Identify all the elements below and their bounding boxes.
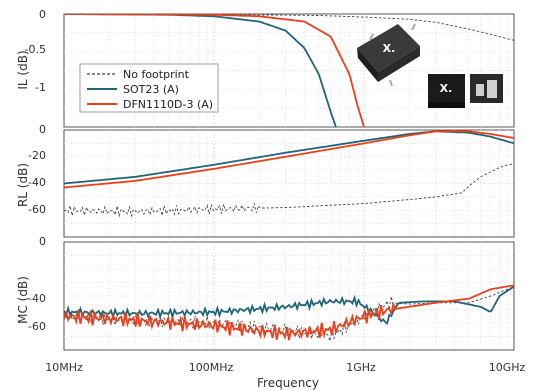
il-tick-neg1: -1 <box>35 81 46 94</box>
x-tick-10ghz: 10GHz <box>489 361 526 374</box>
series-dfn1110d-3-a-panel-1 <box>64 130 514 189</box>
legend-label-sot23: SOT23 (A) <box>123 83 179 96</box>
legend: No footprint SOT23 (A) DFN1110D-3 (A) <box>79 63 219 113</box>
y-tick-labels: 0 -0.5 -1 0 -20 -40 -60 0 -40 -60 <box>25 8 46 333</box>
x-axis-label: Frequency <box>257 376 319 390</box>
x-tick-100mhz: 100MHz <box>189 361 234 374</box>
mc-tick-neg40: -40 <box>28 292 46 305</box>
rl-tick-0: 0 <box>39 123 46 136</box>
svg-text:X.: X. <box>383 42 396 55</box>
series-dfn1110d-3-a-panel-2 <box>64 284 514 341</box>
rl-tick-neg20: -20 <box>28 149 46 162</box>
series-no-footprint-panel-1 <box>64 162 514 218</box>
rl-tick-neg60: -60 <box>28 203 46 216</box>
mc-tick-0: 0 <box>39 235 46 248</box>
x-tick-1ghz: 1GHz <box>346 361 376 374</box>
legend-label-no-footprint: No footprint <box>123 68 190 81</box>
series-sot23-a-panel-2 <box>64 285 514 325</box>
rl-tick-neg40: -40 <box>28 176 46 189</box>
il-axis-label: IL (dB) <box>16 50 30 89</box>
mc-axis-label: MC (dB) <box>16 276 30 324</box>
series-dfn1110d-3-a-panel-0 <box>64 14 365 127</box>
il-tick-neg0-5: -0.5 <box>25 43 46 56</box>
il-tick-0: 0 <box>39 8 46 21</box>
legend-label-dfn1110d-3: DFN1110D-3 (A) <box>123 98 213 111</box>
mc-tick-neg60: -60 <box>28 320 46 333</box>
svg-text:X.: X. <box>440 82 453 95</box>
dfn1110d-3-package-image: X. <box>428 74 503 108</box>
series-lines <box>64 14 514 342</box>
sot23-package-image: X. <box>357 23 420 87</box>
rl-axis-label: RL (dB) <box>16 163 30 207</box>
x-tick-10mhz: 10MHz <box>45 361 83 374</box>
series-no-footprint-panel-0 <box>64 14 514 41</box>
